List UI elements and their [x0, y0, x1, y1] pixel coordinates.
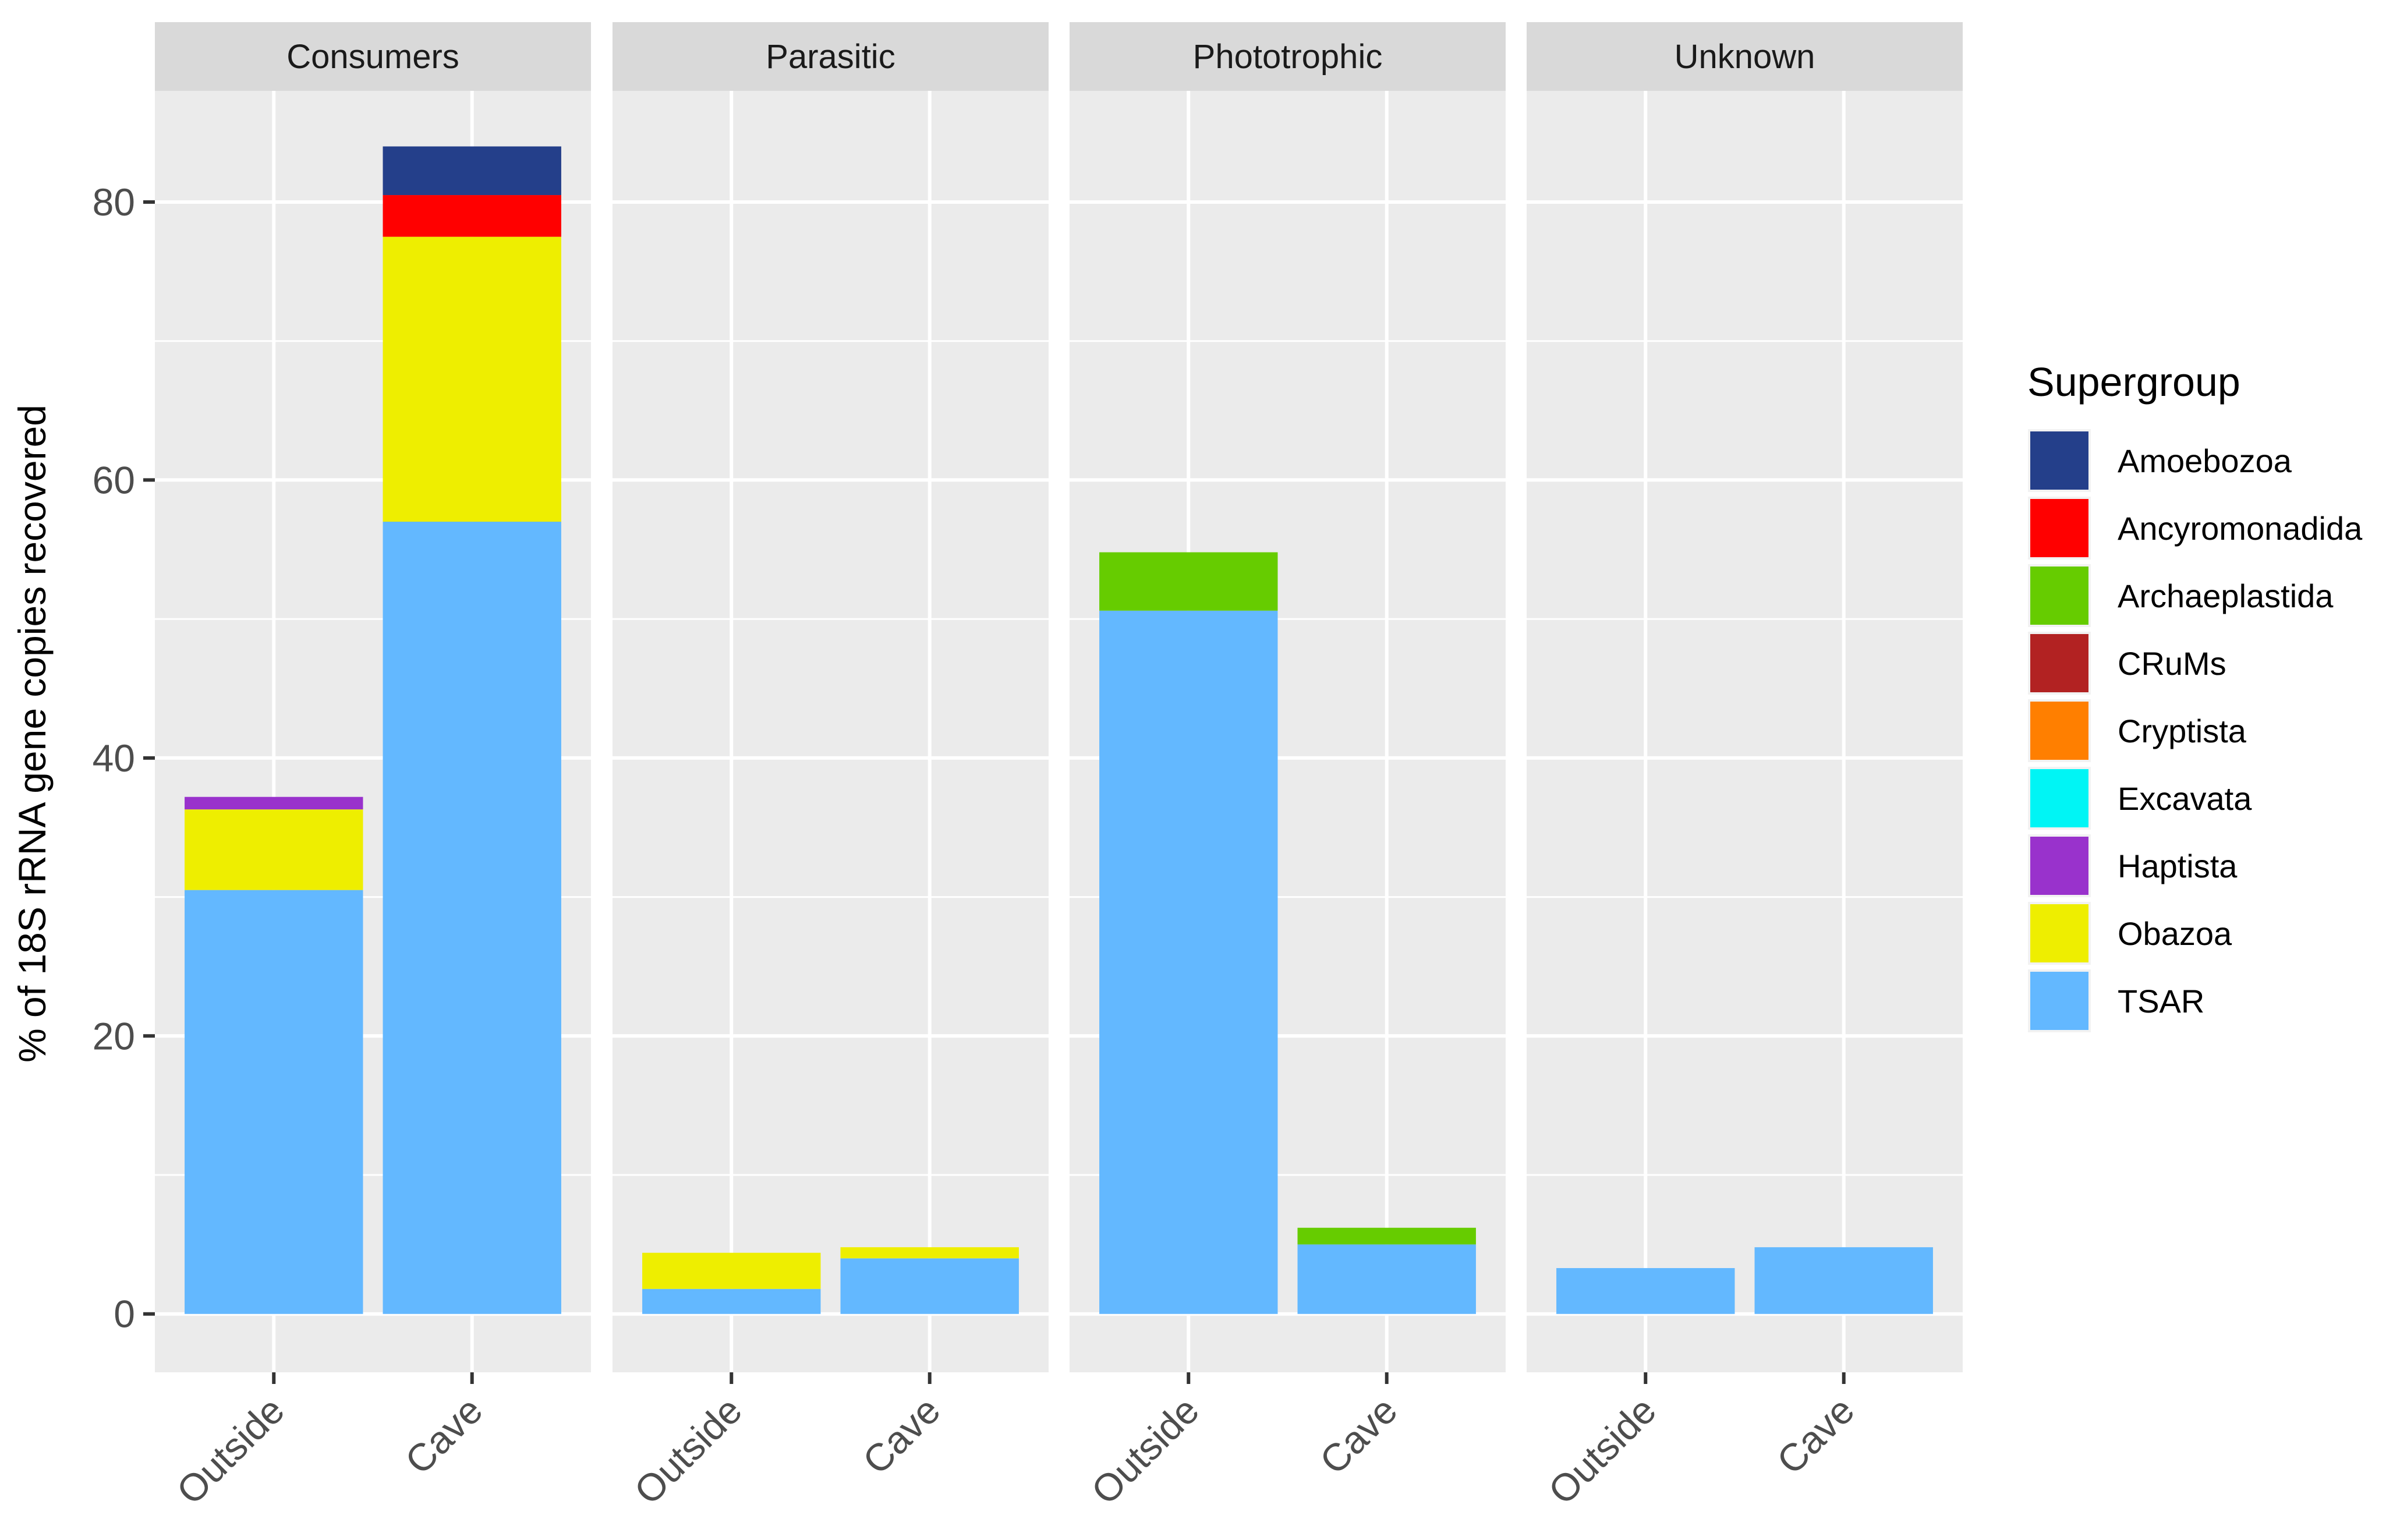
bar-parasitic-cave-obazoa [840, 1247, 1019, 1259]
y-tick-label-20: 20 [93, 1014, 135, 1057]
y-tick-label-80: 80 [93, 180, 135, 224]
y-tick-label-0: 0 [114, 1293, 135, 1336]
bar-consumers-outside-obazoa [185, 809, 363, 890]
bar-consumers-cave-obazoa [383, 236, 561, 522]
facet-label-unknown: Unknown [1675, 38, 1815, 76]
facet-label-phototrophic: Phototrophic [1193, 38, 1383, 76]
y-tick-label-60: 60 [93, 458, 135, 501]
legend-key-haptista [2030, 837, 2088, 895]
legend-key-tsar [2030, 972, 2088, 1030]
bar-phototrophic-outside-archaeplastida [1099, 552, 1278, 611]
legend-label-cryptista: Cryptista [2118, 713, 2247, 749]
bar-consumers-cave-tsar [383, 522, 561, 1314]
legend-key-crums [2030, 634, 2088, 692]
legend-label-haptista: Haptista [2118, 848, 2238, 884]
plot-background-parasitic [613, 91, 1049, 1372]
facet-strip-parasitic [613, 22, 1049, 91]
legend-key-archaeplastida [2030, 567, 2088, 625]
bar-unknown-outside-tsar [1556, 1268, 1735, 1314]
bar-consumers-outside-tsar [185, 890, 363, 1314]
facet-strip-unknown [1527, 22, 1963, 91]
facet-panels: Consumers Parasitic Phototrophic Unknown [155, 22, 1963, 1372]
facet-panel-parasitic: Parasitic [613, 22, 1049, 1372]
legend-key-obazoa [2030, 904, 2088, 962]
legend: Supergroup Amoebozoa Ancyromonadida Archae… [2027, 359, 2363, 1032]
bar-phototrophic-cave-tsar [1297, 1244, 1476, 1314]
y-axis: 0 20 40 60 80 [93, 180, 155, 1336]
legend-label-amoebozoa: Amoebozoa [2118, 442, 2292, 479]
facet-panel-unknown: Unknown [1527, 22, 1963, 1372]
bar-unknown-cave-tsar [1754, 1247, 1933, 1314]
bar-parasitic-outside-obazoa [642, 1252, 821, 1289]
facet-strip-consumers [155, 22, 591, 91]
legend-title: Supergroup [2027, 359, 2240, 405]
legend-label-crums: CRuMs [2118, 645, 2226, 682]
facet-panel-phototrophic: Phototrophic [1070, 22, 1506, 1372]
plot-background-unknown [1527, 91, 1963, 1372]
bar-consumers-cave-ancyromonadida [383, 195, 561, 237]
y-tick-label-40: 40 [93, 737, 135, 780]
legend-label-excavata: Excavata [2118, 780, 2252, 817]
legend-key-amoebozoa [2030, 431, 2088, 490]
bar-phototrophic-cave-archaeplastida [1297, 1227, 1476, 1245]
facet-panel-consumers: Consumers [155, 22, 591, 1372]
bar-parasitic-outside-tsar [642, 1288, 821, 1314]
legend-label-obazoa: Obazoa [2118, 915, 2232, 952]
legend-label-tsar: TSAR [2118, 983, 2204, 1019]
bar-consumers-outside-haptista [185, 796, 363, 810]
bar-consumers-cave-amoebozoa [383, 146, 561, 196]
facet-label-parasitic: Parasitic [766, 38, 895, 76]
legend-label-ancyromonadida: Ancyromonadida [2118, 510, 2363, 547]
legend-key-excavata [2030, 769, 2088, 827]
bar-phototrophic-outside-tsar [1099, 610, 1278, 1314]
bar-parasitic-cave-tsar [840, 1258, 1019, 1314]
facet-label-consumers: Consumers [286, 38, 459, 76]
legend-key-ancyromonadida [2030, 499, 2088, 557]
facet-strip-phototrophic [1070, 22, 1506, 91]
y-axis-title: % of 18S rRNA gene copies recovered [10, 405, 54, 1063]
legend-label-archaeplastida: Archaeplastida [2118, 578, 2334, 614]
legend-key-cryptista [2030, 702, 2088, 760]
